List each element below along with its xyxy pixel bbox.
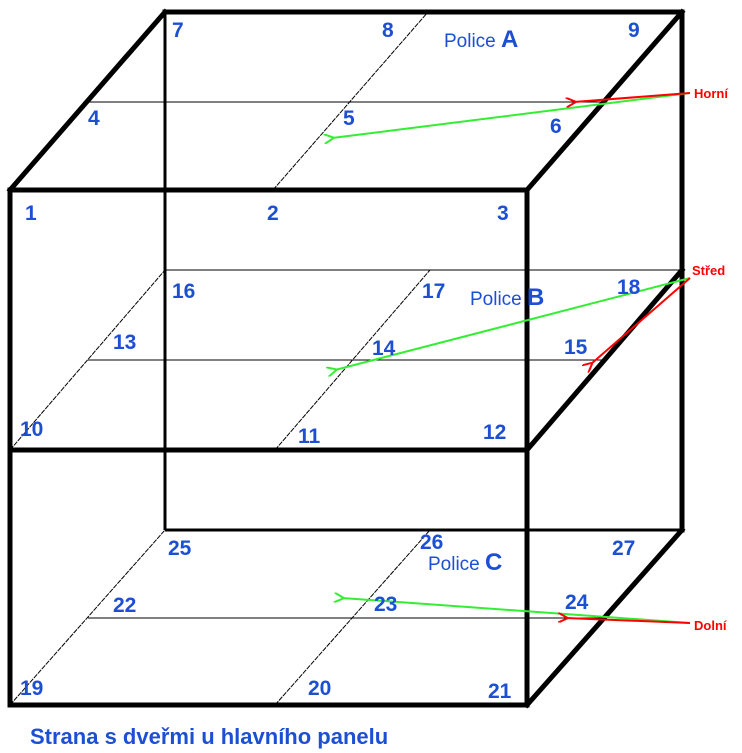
position-number: 19 — [20, 677, 43, 700]
position-number: 25 — [168, 537, 192, 560]
position-number: 3 — [497, 202, 509, 225]
position-number: 1 — [25, 202, 37, 225]
level-label: Dolní — [694, 618, 727, 633]
position-number: 14 — [372, 337, 396, 360]
shelf-name: Police — [470, 289, 522, 310]
position-number: 6 — [550, 115, 562, 138]
caption: Strana s dveřmi u hlavního panelu — [30, 724, 388, 749]
shelf-name: Police — [428, 554, 480, 575]
position-number: 27 — [612, 537, 635, 560]
shelf-label: Police C — [428, 549, 502, 576]
position-number: 8 — [382, 19, 394, 42]
position-number: 12 — [483, 421, 506, 444]
position-number: 4 — [88, 107, 100, 130]
position-number: 11 — [298, 425, 321, 448]
position-number: 7 — [172, 19, 184, 42]
position-number: 22 — [113, 594, 136, 617]
level-label: Horní — [694, 86, 728, 101]
shelf-letter: C — [485, 549, 502, 576]
position-number: 17 — [422, 280, 445, 303]
position-number: 5 — [343, 107, 355, 130]
position-number: 10 — [20, 418, 43, 441]
position-number: 26 — [420, 531, 443, 554]
shelf-letter: B — [527, 284, 544, 311]
cube-lines — [6, 8, 686, 709]
position-number: 18 — [617, 276, 641, 299]
position-number: 13 — [113, 331, 136, 354]
shelf-name: Police — [444, 31, 496, 52]
position-number: 23 — [374, 593, 397, 616]
shelf-letter: A — [501, 26, 518, 53]
shelf-label: Police A — [444, 26, 518, 53]
position-number: 2 — [267, 202, 279, 225]
position-number: 15 — [564, 336, 588, 359]
shelf-label: Police B — [470, 284, 544, 311]
level-label: Střed — [692, 263, 725, 278]
arrows — [332, 92, 691, 624]
position-number: 9 — [628, 19, 640, 42]
position-number: 21 — [488, 680, 512, 703]
position-number: 20 — [308, 677, 331, 700]
position-number: 24 — [565, 591, 589, 614]
position-number: 16 — [172, 280, 195, 303]
